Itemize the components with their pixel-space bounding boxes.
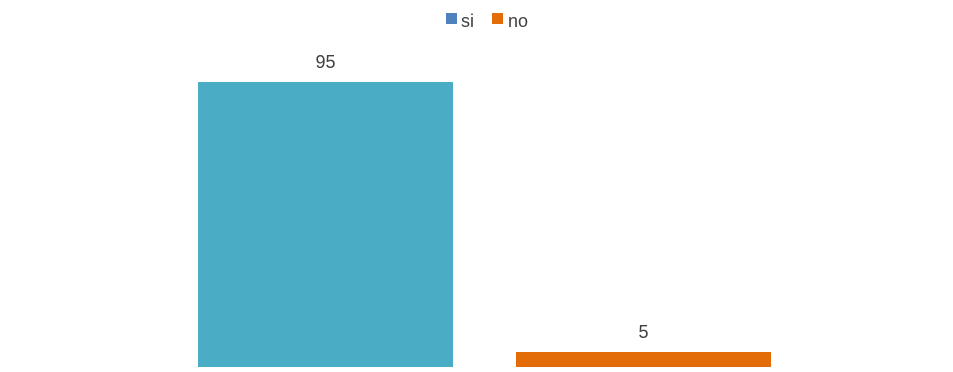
bar-si xyxy=(198,82,453,367)
data-label-si: 95 xyxy=(315,52,335,72)
legend-swatch-si xyxy=(446,13,457,24)
legend-label-si: si xyxy=(461,11,474,31)
legend-swatch-no xyxy=(492,13,503,24)
chart-legend: si no xyxy=(446,11,528,31)
chart-data-labels: 95 5 xyxy=(315,52,648,342)
data-label-no: 5 xyxy=(638,322,648,342)
legend-label-no: no xyxy=(508,11,528,31)
bar-no xyxy=(516,352,771,367)
chart-bars xyxy=(198,82,771,367)
